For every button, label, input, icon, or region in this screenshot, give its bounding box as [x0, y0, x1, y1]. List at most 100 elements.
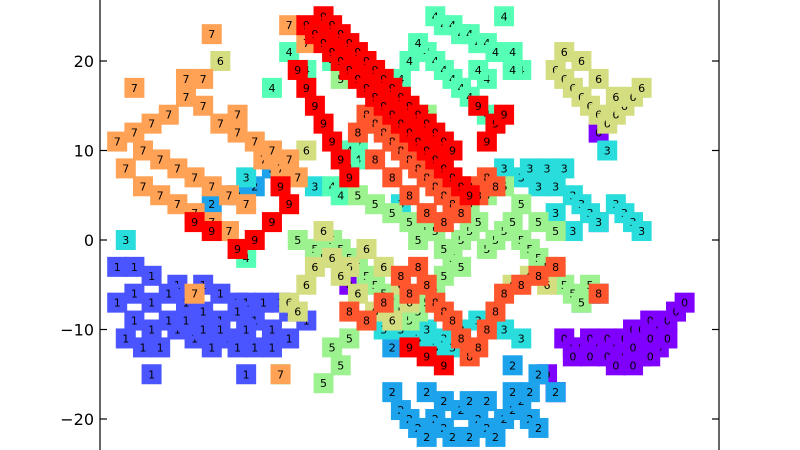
point-marker	[210, 319, 231, 340]
point-marker	[545, 382, 566, 403]
point-marker	[571, 292, 592, 313]
point-marker	[322, 337, 343, 358]
point-marker	[296, 77, 317, 98]
data-point-6: 6	[571, 51, 592, 71]
point-label: 3	[604, 145, 611, 158]
point-marker	[150, 337, 171, 358]
point-marker	[141, 364, 162, 385]
point-marker	[502, 355, 523, 376]
point-marker	[347, 185, 368, 206]
point-marker	[175, 68, 196, 89]
point-label: 3	[501, 324, 508, 337]
data-point-4: 4	[468, 59, 489, 80]
point-marker	[416, 319, 437, 340]
point-marker	[502, 382, 523, 403]
point-marker	[227, 122, 248, 143]
data-point-8: 8	[528, 265, 549, 286]
point-label: 0	[630, 359, 637, 372]
point-label: 1	[131, 315, 138, 328]
point-marker	[244, 337, 265, 358]
point-label: 4	[509, 46, 516, 59]
point-label: 7	[139, 180, 146, 193]
point-marker	[141, 292, 162, 313]
point-marker	[433, 265, 454, 286]
point-marker	[399, 337, 420, 358]
point-marker	[416, 274, 437, 295]
data-point-4: 4	[502, 42, 523, 63]
point-marker	[511, 194, 532, 215]
data-point-7: 7	[158, 104, 179, 125]
point-label: 7	[174, 198, 181, 211]
point-marker	[373, 256, 394, 277]
data-point-6: 6	[347, 283, 368, 304]
point-label: 5	[337, 359, 344, 372]
data-point-3: 3	[545, 176, 566, 197]
data-point-9: 9	[322, 131, 343, 152]
point-label: 0	[587, 350, 594, 363]
point-label: 1	[114, 261, 121, 274]
point-marker	[304, 95, 325, 116]
y-tick-label: −10	[60, 321, 94, 340]
points-layer: 0000000000000000000000000000000011111111…	[107, 6, 695, 447]
point-label: 9	[303, 82, 310, 95]
point-marker	[227, 104, 248, 125]
point-label: 6	[337, 270, 344, 283]
point-marker	[554, 42, 575, 63]
point-label: 1	[217, 288, 224, 301]
point-marker	[201, 176, 222, 197]
point-label: 9	[294, 64, 301, 77]
point-label: 5	[509, 216, 516, 229]
data-point-0: 0	[623, 337, 644, 358]
point-marker	[158, 283, 179, 304]
point-label: 9	[251, 234, 258, 247]
point-label: 2	[526, 386, 533, 399]
point-marker	[253, 292, 274, 313]
point-label: 3	[243, 171, 250, 184]
point-label: 7	[148, 118, 155, 131]
point-marker	[296, 140, 317, 161]
point-marker	[528, 417, 549, 438]
data-point-6: 6	[382, 310, 403, 331]
data-point-1: 1	[107, 292, 128, 313]
point-marker	[502, 59, 523, 80]
data-point-2: 2	[416, 382, 437, 403]
data-point-0: 0	[605, 355, 626, 376]
point-label: 7	[157, 153, 164, 166]
point-label: 4	[501, 10, 508, 23]
point-label: 5	[440, 270, 447, 283]
point-marker	[124, 122, 145, 143]
point-marker	[261, 337, 282, 358]
point-marker	[244, 230, 265, 250]
point-marker	[236, 194, 257, 215]
point-marker	[158, 104, 179, 125]
point-marker	[408, 33, 429, 54]
point-label: 3	[561, 162, 568, 175]
point-marker	[115, 158, 136, 179]
data-point-5: 5	[502, 212, 523, 233]
point-label: 6	[320, 225, 327, 238]
data-point-1: 1	[124, 283, 145, 304]
point-marker	[210, 51, 231, 71]
point-label: 0	[664, 332, 671, 345]
data-point-1: 1	[193, 301, 214, 322]
data-point-1: 1	[141, 292, 162, 313]
point-marker	[356, 238, 377, 259]
point-marker	[494, 283, 515, 304]
point-label: 0	[681, 297, 688, 310]
point-label: 2	[509, 386, 516, 399]
point-label: 7	[182, 91, 189, 104]
y-tick-label: 20	[74, 52, 94, 71]
point-marker	[519, 382, 540, 403]
point-marker	[502, 212, 523, 233]
point-label: 4	[492, 46, 499, 59]
data-point-9: 9	[468, 95, 489, 116]
data-point-9: 9	[184, 212, 205, 233]
data-point-3: 3	[519, 158, 540, 179]
point-marker	[605, 86, 626, 107]
point-marker	[175, 86, 196, 107]
point-label: 8	[458, 207, 465, 220]
data-point-3: 3	[528, 176, 549, 197]
point-marker	[184, 212, 205, 233]
data-point-9: 9	[442, 140, 463, 161]
